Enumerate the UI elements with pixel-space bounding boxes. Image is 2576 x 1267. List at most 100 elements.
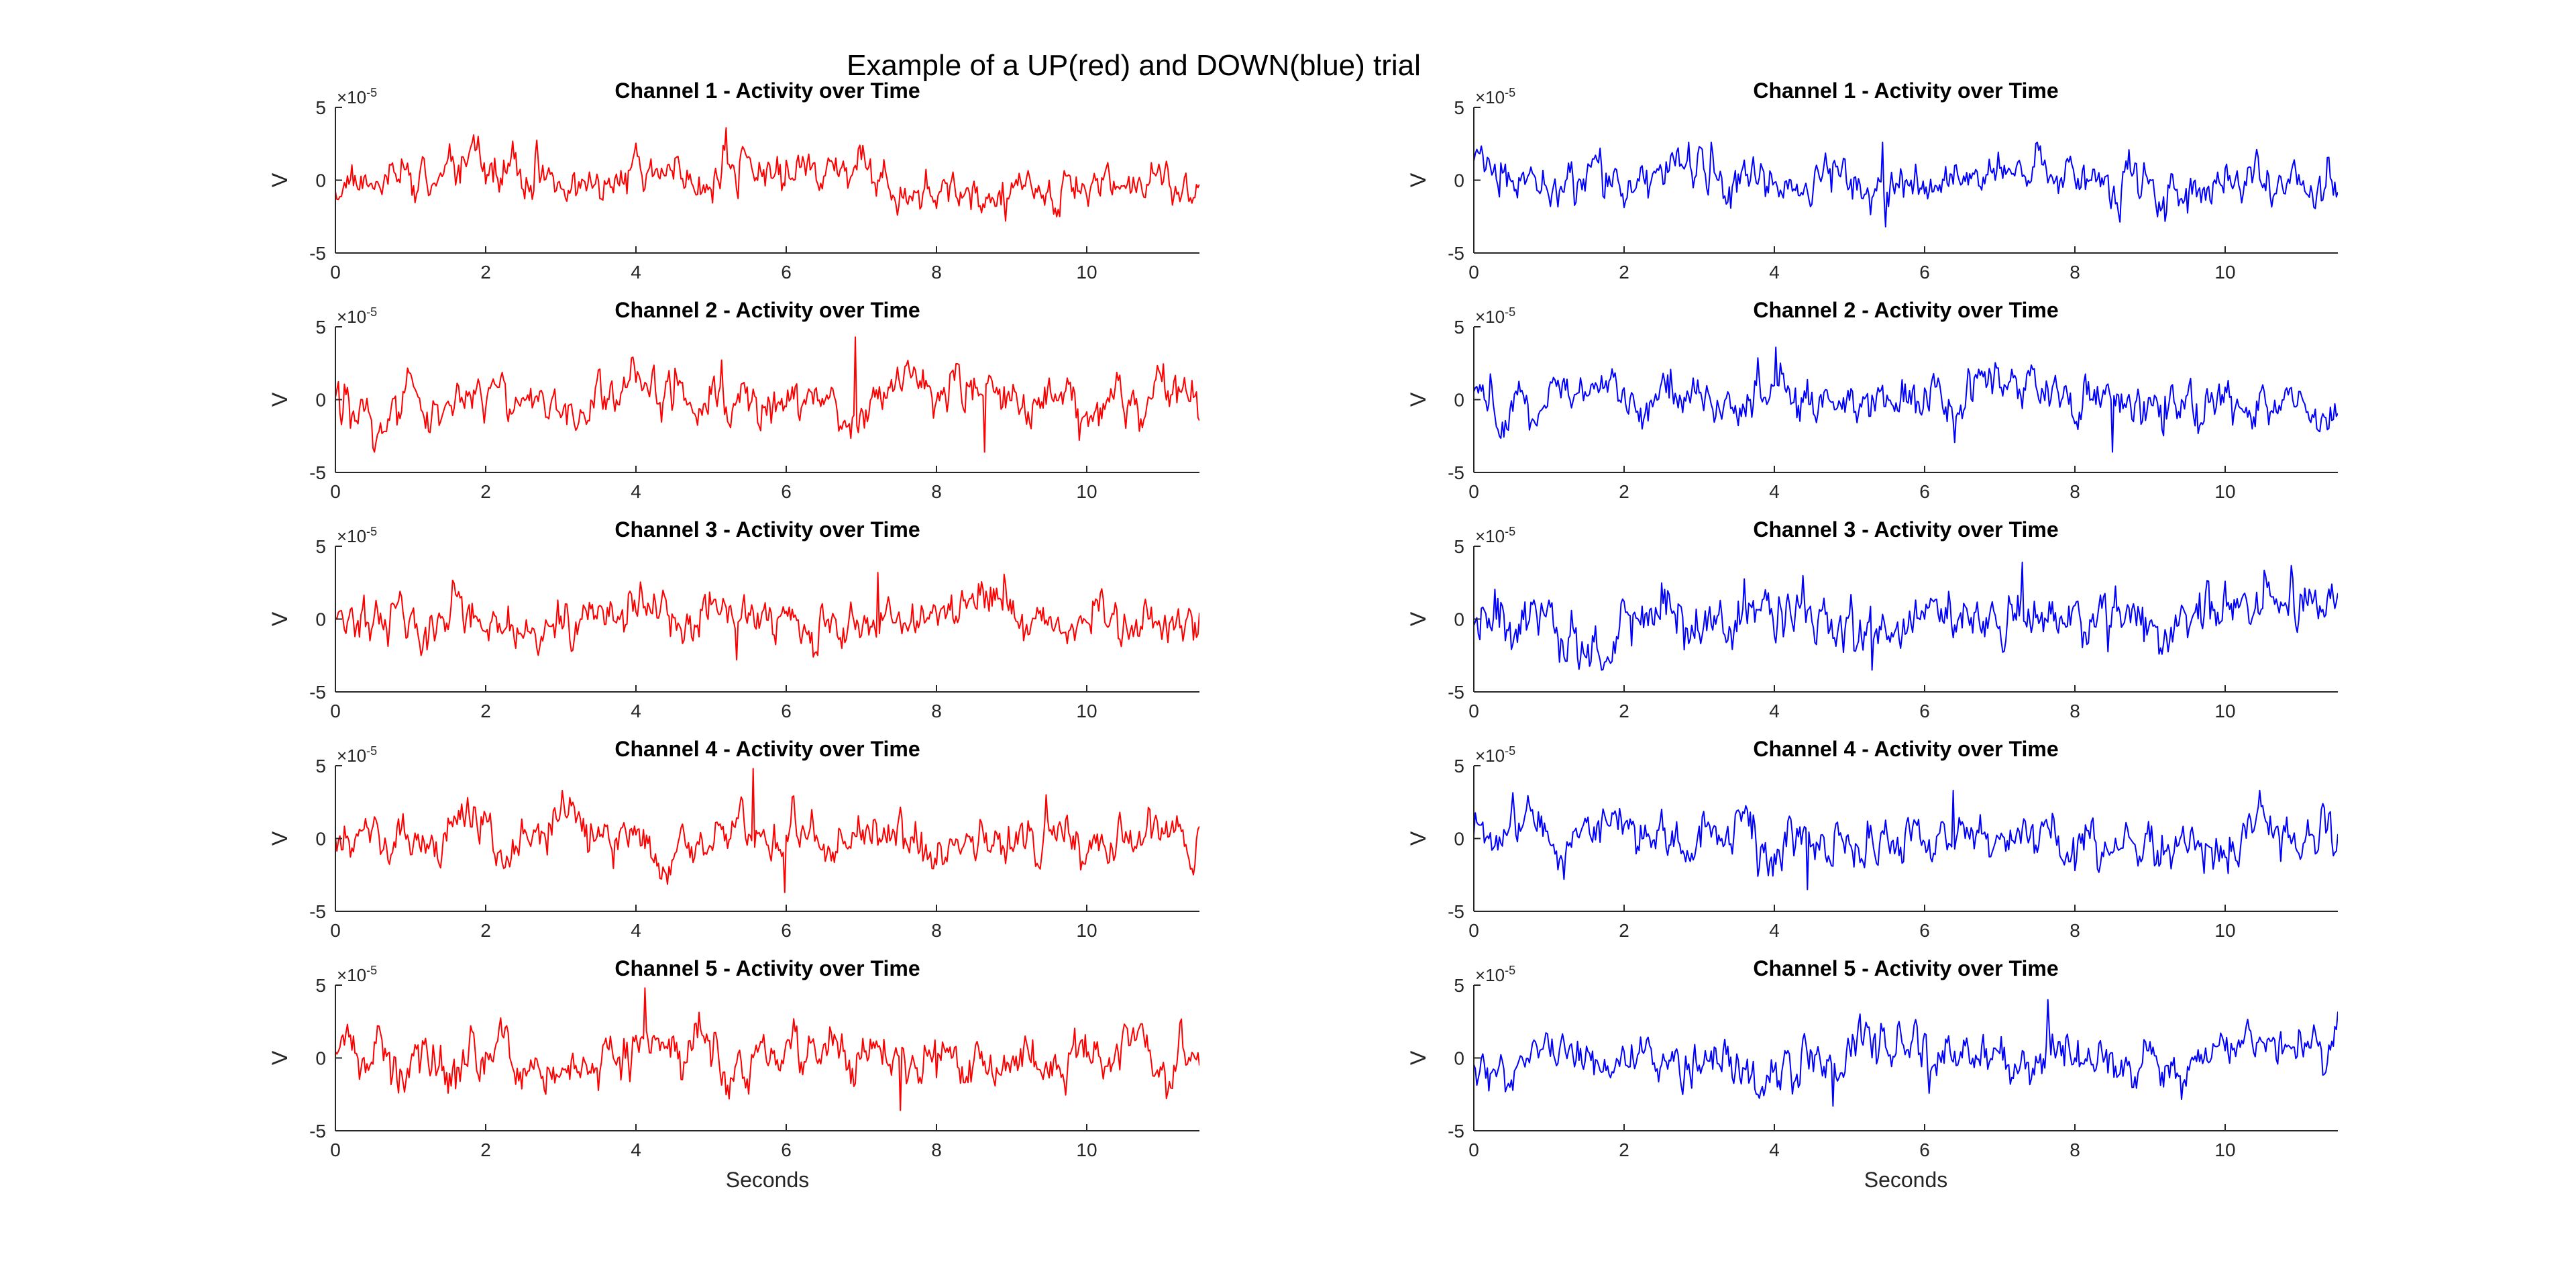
y-axis-label: V [1406, 392, 1430, 407]
x-tick-label: 4 [1769, 1139, 1780, 1160]
x-tick-label: 10 [1076, 1139, 1097, 1160]
x-tick-label: 6 [1919, 701, 1930, 721]
figure-suptitle: Example of a UP(red) and DOWN(blue) tria… [847, 49, 1421, 82]
x-tick-label: 2 [480, 701, 491, 721]
y-tick-label: 0 [1454, 390, 1464, 411]
x-tick-label: 6 [781, 1139, 792, 1160]
x-tick-label: 4 [1769, 262, 1780, 283]
x-tick-label: 0 [1468, 701, 1479, 721]
y-tick-label: -5 [309, 682, 326, 703]
x-tick-label: 2 [480, 481, 491, 502]
series-line [1474, 789, 2338, 891]
y-tick-label: 0 [315, 170, 326, 191]
y-axis-label: V [268, 1050, 292, 1065]
x-tick-label: 10 [1076, 701, 1097, 721]
x-tick-label: 2 [1619, 1139, 1629, 1160]
x-tick-label: 8 [2070, 1139, 2080, 1160]
x-tick-label: 2 [480, 1139, 491, 1160]
series-line [335, 127, 1199, 222]
y-exponent-label: ×10-5 [337, 305, 377, 327]
subplot-title: Channel 4 - Activity over Time [1753, 737, 2058, 761]
y-tick-label: -5 [1448, 462, 1464, 483]
y-tick-label: 5 [315, 975, 326, 996]
x-tick-label: 4 [631, 701, 641, 721]
series-line [1474, 346, 2338, 453]
y-tick-label: 5 [315, 756, 326, 776]
x-tick-label: 10 [1076, 262, 1097, 283]
x-tick-label: 2 [1619, 701, 1629, 721]
subplot-title: Channel 1 - Activity over Time [614, 79, 920, 103]
y-tick-label: -5 [309, 243, 326, 264]
y-exponent-label: ×10-5 [1475, 964, 1515, 985]
subplot-title: Channel 3 - Activity over Time [614, 517, 920, 542]
y-axis-label: V [1406, 831, 1430, 846]
y-tick-label: 0 [1454, 170, 1464, 191]
x-tick-label: 0 [1468, 920, 1479, 941]
x-tick-label: 8 [931, 920, 942, 941]
x-tick-label: 10 [2214, 262, 2235, 283]
x-tick-label: 6 [781, 262, 792, 283]
x-tick-label: 10 [1076, 920, 1097, 941]
x-tick-label: 2 [1619, 920, 1629, 941]
series-line [1474, 999, 2338, 1107]
x-tick-label: 2 [1619, 262, 1629, 283]
y-exponent-label: ×10-5 [337, 964, 377, 985]
y-exponent-label: ×10-5 [1475, 305, 1515, 327]
y-tick-label: 5 [1454, 97, 1464, 118]
x-tick-label: 10 [2214, 920, 2235, 941]
x-tick-label: 2 [480, 920, 491, 941]
x-tick-label: 4 [631, 920, 641, 941]
y-exponent-label: ×10-5 [337, 525, 377, 546]
x-axis-label: Seconds [1864, 1168, 1948, 1192]
x-tick-label: 6 [781, 920, 792, 941]
x-tick-label: 4 [631, 1139, 641, 1160]
x-axis-label: Seconds [726, 1168, 810, 1192]
y-exponent-label: ×10-5 [1475, 86, 1515, 107]
y-exponent-label: ×10-5 [337, 86, 377, 107]
y-exponent-label: ×10-5 [1475, 744, 1515, 766]
x-tick-label: 4 [1769, 701, 1780, 721]
x-tick-label: 4 [631, 262, 641, 283]
subplot-title: Channel 2 - Activity over Time [1753, 298, 2058, 322]
x-tick-label: 0 [330, 481, 341, 502]
x-tick-label: 8 [931, 262, 942, 283]
y-tick-label: 5 [1454, 756, 1464, 776]
x-tick-label: 0 [330, 701, 341, 721]
x-tick-label: 0 [1468, 481, 1479, 502]
x-tick-label: 10 [1076, 481, 1097, 502]
x-tick-label: 10 [2214, 481, 2235, 502]
x-tick-label: 2 [1619, 481, 1629, 502]
y-tick-label: 0 [315, 829, 326, 850]
x-tick-label: 0 [330, 1139, 341, 1160]
y-tick-label: 0 [315, 1048, 326, 1069]
y-tick-label: 5 [315, 317, 326, 338]
y-axis-label: V [268, 831, 292, 846]
y-axis-label: V [1406, 1050, 1430, 1065]
series-line [335, 336, 1199, 453]
x-tick-label: 8 [2070, 481, 2080, 502]
y-tick-label: 0 [1454, 1048, 1464, 1069]
x-tick-label: 0 [1468, 262, 1479, 283]
x-tick-label: 8 [931, 1139, 942, 1160]
subplot-title: Channel 5 - Activity over Time [614, 956, 920, 980]
x-tick-label: 6 [781, 701, 792, 721]
y-tick-label: -5 [309, 462, 326, 483]
y-tick-label: -5 [309, 901, 326, 922]
y-axis-label: V [268, 172, 292, 187]
y-axis-label: V [268, 392, 292, 407]
x-tick-label: 8 [2070, 701, 2080, 721]
y-tick-label: 0 [315, 390, 326, 411]
x-tick-label: 0 [1468, 1139, 1479, 1160]
y-tick-label: -5 [309, 1121, 326, 1142]
